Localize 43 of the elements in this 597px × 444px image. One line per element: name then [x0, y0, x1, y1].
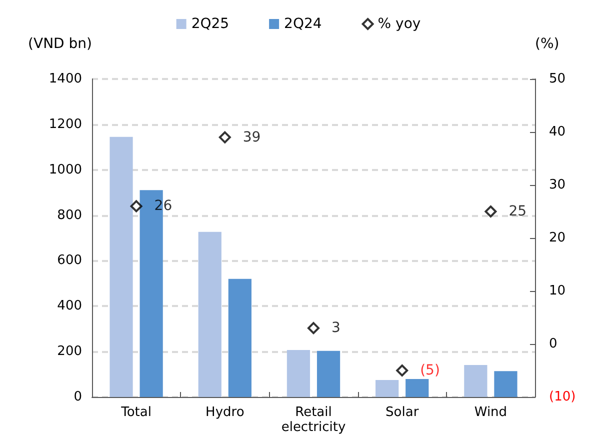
- y2-tick-label: 30: [549, 178, 566, 192]
- y-tick-label: 600: [57, 253, 82, 268]
- bar: [494, 371, 518, 397]
- data-label: 3: [332, 320, 340, 336]
- bar: [228, 278, 252, 397]
- legend-label: % yoy: [378, 16, 421, 32]
- bar: [286, 350, 310, 397]
- bar: [198, 232, 222, 397]
- bar: [406, 379, 429, 397]
- y2-tick-label: 0: [549, 336, 558, 352]
- y-tick-label: 200: [57, 344, 82, 360]
- y-tick-label: 1000: [48, 162, 82, 178]
- data-label: 25: [508, 204, 527, 220]
- y2-tick-label: 50: [549, 72, 566, 86]
- legend-label: 2Q24: [284, 16, 322, 32]
- y2-tick-label: (10): [549, 390, 576, 404]
- data-label: (5): [420, 362, 440, 378]
- point: [396, 364, 408, 376]
- x-tick-label: Total: [120, 405, 152, 420]
- y-tick-label: 400: [57, 298, 82, 314]
- x-tick-label: Wind: [474, 405, 508, 420]
- x-tick-label: Hydro: [206, 405, 244, 420]
- bar: [316, 350, 340, 397]
- bar: [376, 380, 399, 397]
- data-label: 39: [242, 129, 261, 146]
- y2-tick-label: 10: [549, 284, 566, 298]
- y-tick-label: 1200: [48, 116, 82, 132]
- y2-tick-label: 20: [549, 230, 566, 246]
- legend-label: 2Q25: [191, 16, 230, 32]
- point: [218, 131, 231, 144]
- y-tick-label: 800: [57, 208, 82, 223]
- point: [130, 200, 142, 212]
- x-tick-label: Retail electricity: [281, 405, 346, 435]
- bar: [464, 364, 488, 397]
- y-tick-label: 0: [74, 390, 82, 404]
- bar: [110, 136, 133, 397]
- y2-tick-label: 40: [549, 124, 566, 140]
- y-axis-title: (VND bn): [28, 36, 92, 52]
- y-tick-label: 1400: [48, 72, 82, 86]
- point: [484, 206, 497, 218]
- point: [308, 322, 320, 334]
- y2-axis-title: (%): [535, 36, 560, 52]
- x-tick-label: Solar: [386, 405, 420, 420]
